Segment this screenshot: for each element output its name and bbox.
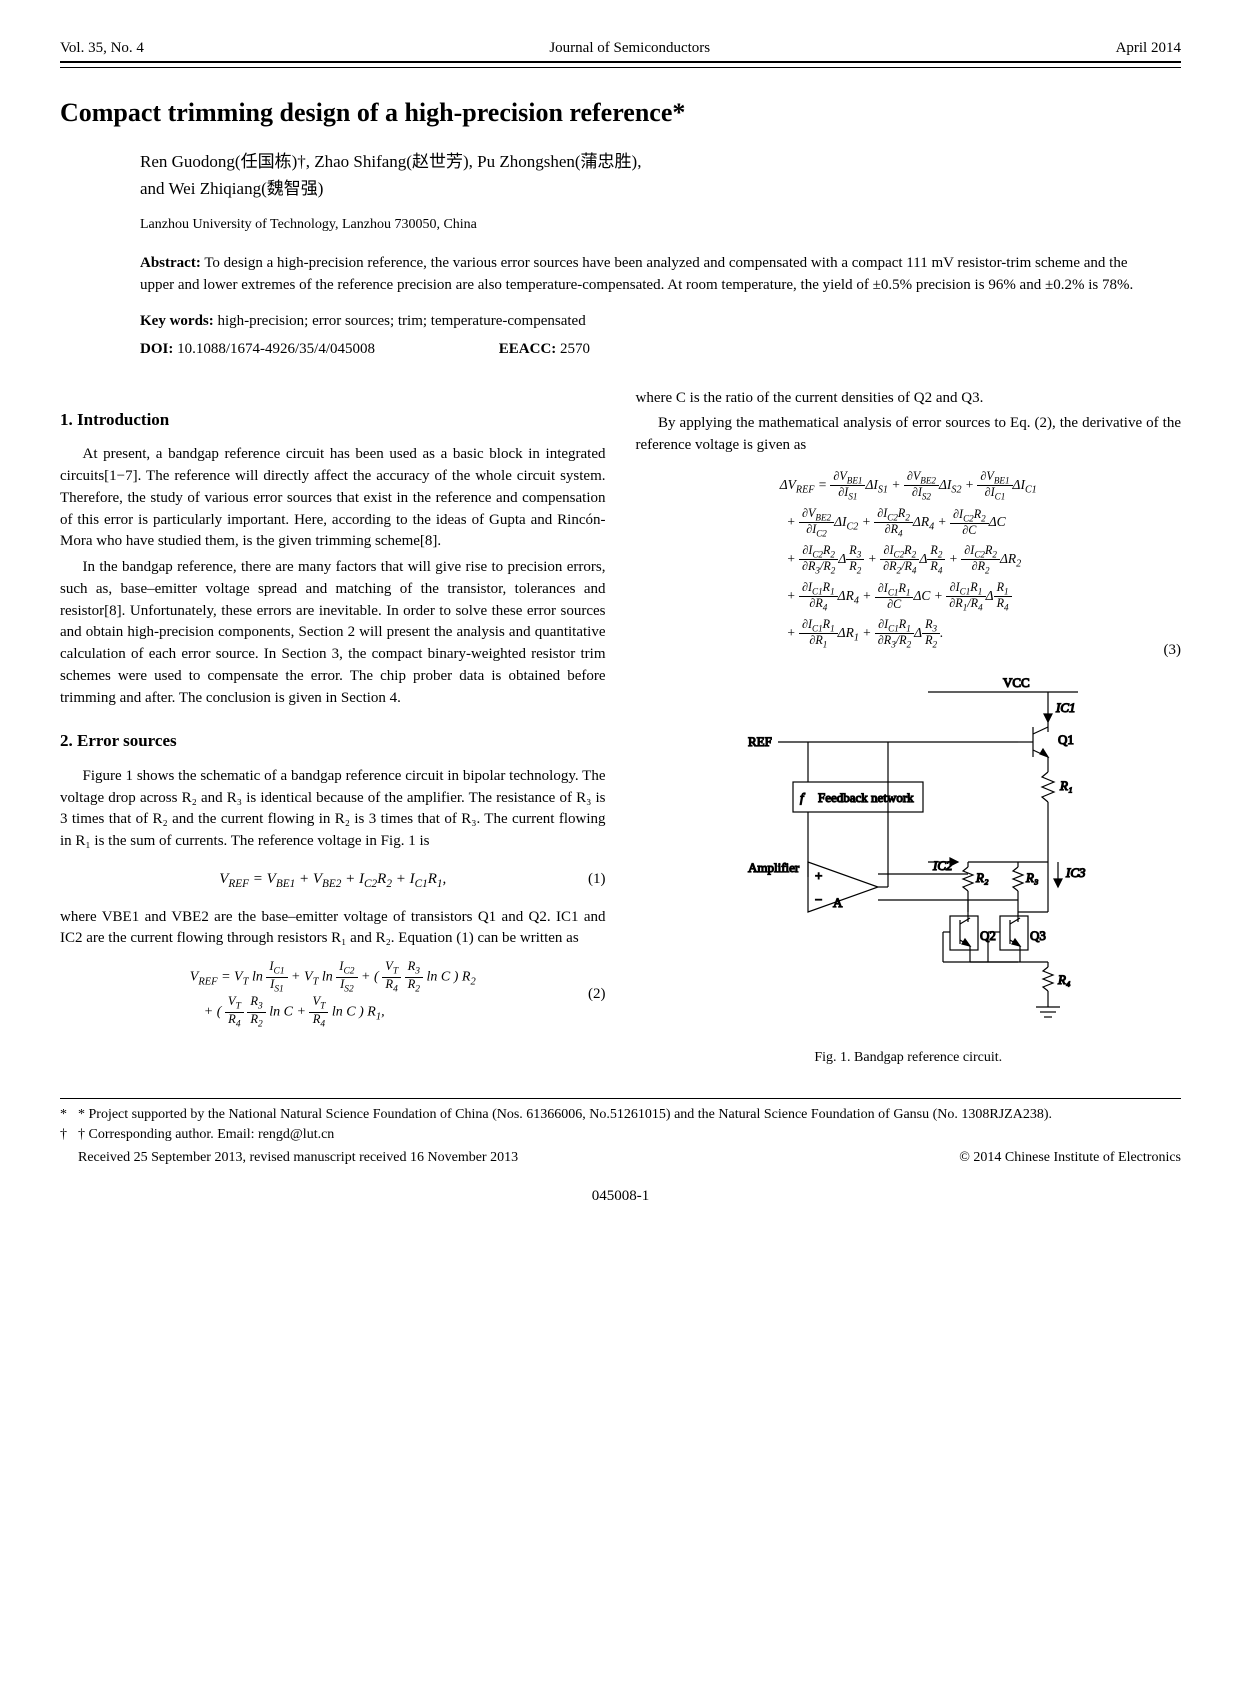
abstract: Abstract: To design a high-precision ref… (140, 253, 1141, 297)
page-number: 045008-1 (60, 1188, 1181, 1205)
equation-3: ΔVREF = ∂VBE1∂IS1ΔIS1 + ∂VBE2∂IS2ΔIS2 + … (636, 467, 1182, 652)
fig-r2: R₂ (975, 870, 989, 885)
authors-line2: and Wei Zhiqiang(魏智强) (140, 175, 1141, 202)
eeacc-value: 2570 (560, 341, 590, 357)
fig-a: A (833, 895, 843, 910)
fig1-caption: Fig. 1. Bandgap reference circuit. (636, 1048, 1182, 1068)
fig-feedback: Feedback network (818, 790, 914, 805)
section-2-title: 2. Error sources (60, 729, 606, 754)
keywords-label: Key words: (140, 313, 214, 329)
header-right: April 2014 (1116, 40, 1181, 57)
affiliation: Lanzhou University of Technology, Lanzho… (140, 217, 1141, 233)
equation-2: VREF = VT ln IC1IS1 + VT ln IC2IS2 + ( V… (60, 960, 606, 1030)
sec2-after-eq1: where VBE1 and VBE2 are the base–emitter… (60, 907, 606, 951)
page-header: Vol. 35, No. 4 Journal of Semiconductors… (60, 40, 1181, 63)
fig-r1: R₁ (1059, 778, 1072, 793)
right-column: where C is the ratio of the current dens… (636, 388, 1182, 1078)
header-left: Vol. 35, No. 4 (60, 40, 144, 57)
doi-label: DOI: (140, 341, 173, 357)
doi-line: DOI: 10.1088/1674-4926/35/4/045008 EEACC… (140, 341, 1181, 358)
fig-f: f (800, 790, 806, 805)
authors-line1: Ren Guodong(任国栋)†, Zhao Shifang(赵世芳), Pu… (140, 148, 1141, 175)
fig-vcc: VCC (1003, 675, 1030, 690)
fig-amplifier: Amplifier (748, 860, 800, 875)
doi-value: 10.1088/1674-4926/35/4/045008 (177, 341, 375, 357)
fig-plus: + (815, 868, 822, 883)
fig-q3: Q3 (1030, 928, 1046, 943)
footnotes: ** Project supported by the National Nat… (60, 1098, 1181, 1168)
footnote-dagger: † Corresponding author. Email: rengd@lut… (78, 1125, 334, 1145)
fig-r3: R₃ (1025, 870, 1038, 885)
footnote-copyright: © 2014 Chinese Institute of Electronics (959, 1148, 1181, 1168)
footnote-received: Received 25 September 2013, revised manu… (78, 1148, 518, 1168)
left-column: 1. Introduction At present, a bandgap re… (60, 388, 606, 1078)
fig-ic3: IC3 (1065, 865, 1086, 880)
fig-ref: REF (748, 734, 772, 749)
sec1-p2: In the bandgap reference, there are many… (60, 557, 606, 709)
sec1-p1: At present, a bandgap reference circuit … (60, 444, 606, 553)
fig-minus: − (815, 892, 822, 907)
fig-q1: Q1 (1058, 732, 1074, 747)
fig-r4: R₄ (1057, 972, 1071, 987)
abstract-text: To design a high-precision reference, th… (140, 255, 1133, 293)
sec2-p1: Figure 1 shows the schematic of a bandga… (60, 766, 606, 853)
section-1-title: 1. Introduction (60, 408, 606, 433)
fig-ic1: IC1 (1055, 700, 1076, 715)
circuit-svg: VCC IC1 Q1 (718, 672, 1098, 1032)
footnote-star: * Project supported by the National Natu… (78, 1105, 1052, 1125)
figure-1: VCC IC1 Q1 (636, 672, 1182, 1068)
right-p1: where C is the ratio of the current dens… (636, 388, 1182, 410)
header-rule (60, 67, 1181, 68)
article-title: Compact trimming design of a high-precis… (60, 98, 1181, 128)
eq3-num: (3) (1164, 640, 1182, 662)
authors: Ren Guodong(任国栋)†, Zhao Shifang(赵世芳), Pu… (140, 148, 1141, 202)
abstract-label: Abstract: (140, 255, 201, 271)
eq1-num: (1) (588, 869, 606, 891)
eq2-num: (2) (588, 984, 606, 1006)
keywords-text: high-precision; error sources; trim; tem… (218, 313, 586, 329)
right-p2: By applying the mathematical analysis of… (636, 413, 1182, 457)
header-center: Journal of Semiconductors (549, 40, 710, 57)
eeacc-label: EEACC: (499, 341, 557, 357)
keywords: Key words: high-precision; error sources… (140, 311, 1141, 333)
two-column-body: 1. Introduction At present, a bandgap re… (60, 388, 1181, 1078)
equation-1: VREF = VBE1 + VBE2 + IC2R2 + IC1R1, (1) (60, 863, 606, 897)
